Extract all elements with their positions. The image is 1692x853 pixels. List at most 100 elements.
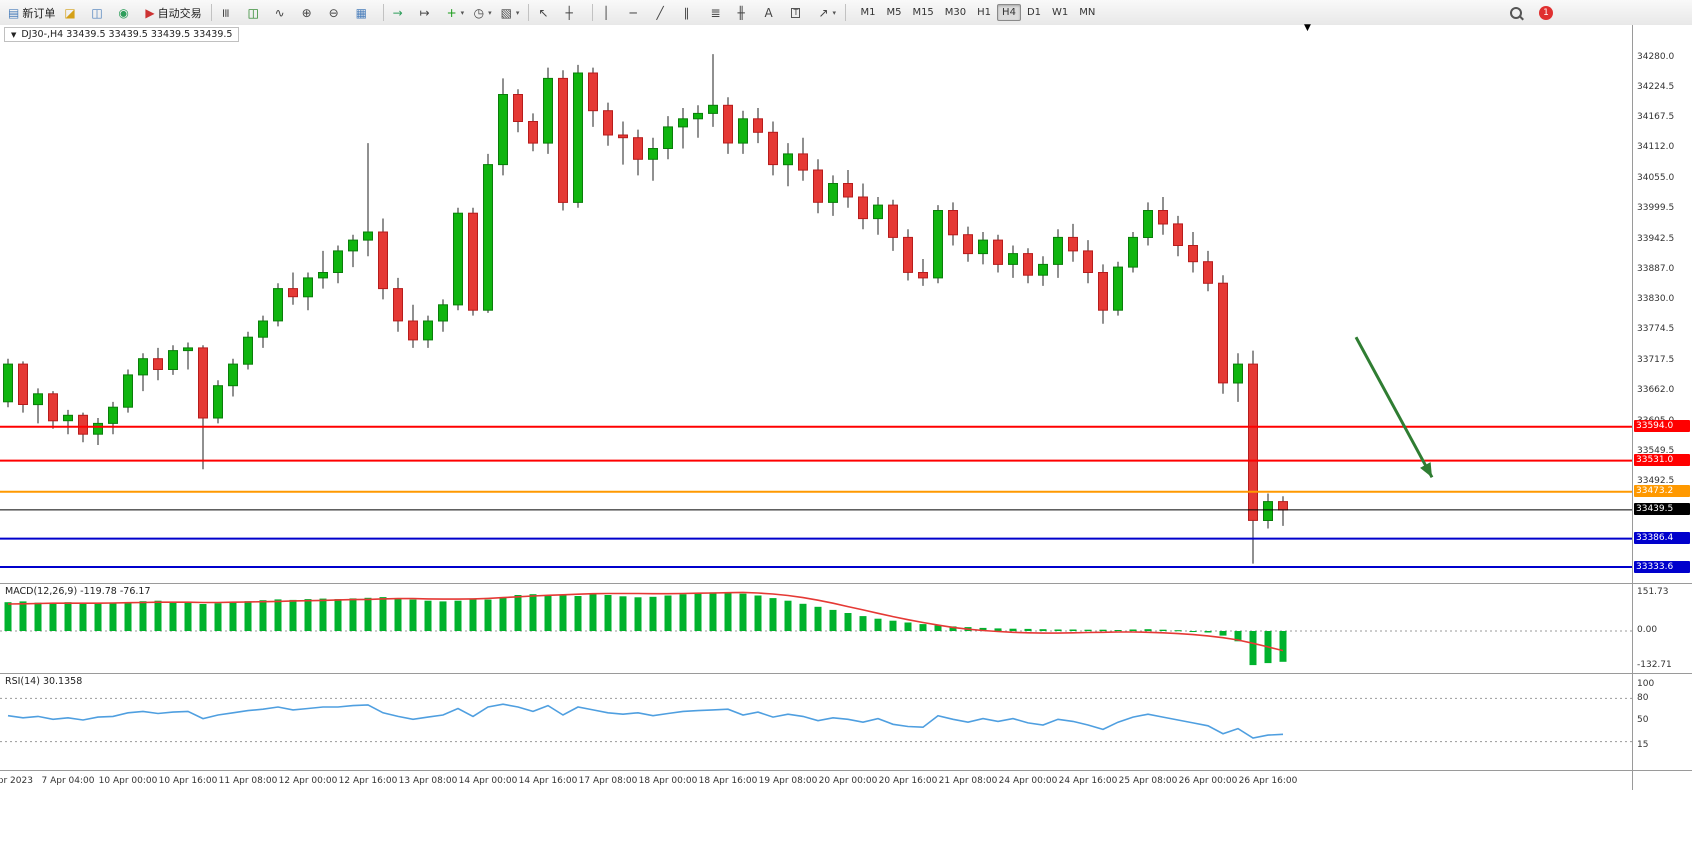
text-button[interactable]: A: [760, 2, 786, 24]
candle-body: [183, 347, 193, 352]
line-chart-mode-button[interactable]: ∿: [271, 2, 297, 24]
price-axis[interactable]: 34280.0 34224.5 34167.5 34112.0 34055.0 33999…: [1633, 25, 1692, 853]
horizontal-line-button[interactable]: ─: [625, 2, 651, 24]
macd-histogram-bar: [4, 602, 12, 631]
toolbar: ▤ 新订单 ◪ ◫ ◉ ▶ 自动交易 ≡ ◫ ∿ ⊕ ⊖ ▦ → ↦ + ▾ ◷ ▾ ▧ ▾ ↖ ┼ │ ─ ╱ ∥ ≣ ╫ A T ↗ ▾ M1…: [0, 0, 1692, 26]
chart-shift-marker[interactable]: ▼: [1304, 23, 1311, 33]
macd-histogram-bar: [64, 602, 72, 631]
candle-body: [198, 347, 208, 419]
rsi-label: RSI(14) 30.1358: [5, 676, 83, 687]
candle-body: [843, 183, 853, 198]
timeframe-h1-button[interactable]: H1: [977, 7, 992, 18]
line-chart-mode-icon: ∿: [274, 5, 285, 20]
macd-panel[interactable]: MACD(12,26,9) -119.78 -76.17: [0, 584, 1632, 673]
market-watch-button[interactable]: ◉: [114, 2, 140, 24]
bar-chart-mode-button[interactable]: ≡: [217, 2, 243, 24]
toolbar-separator: [528, 4, 530, 21]
macd-histogram-bar: [1039, 629, 1047, 631]
macd-histogram-bar: [364, 597, 372, 631]
price-axis-label: 33999.5: [1637, 203, 1675, 214]
timeframe-w1-button[interactable]: W1: [1052, 7, 1069, 18]
macd-histogram-bar: [154, 600, 162, 631]
macd-histogram-bar: [79, 602, 87, 631]
candle-body: [813, 169, 823, 203]
macd-histogram-bar: [574, 596, 582, 631]
notification-badge[interactable]: 1: [1539, 5, 1553, 20]
autotrading-button[interactable]: ▶ 自动交易: [141, 2, 205, 24]
new-chart-button[interactable]: ◪: [60, 2, 86, 24]
new-order-button[interactable]: ▤ 新订单: [4, 2, 59, 24]
trendline-button[interactable]: ╱: [652, 2, 678, 24]
candle-body: [1098, 272, 1108, 311]
auto-scroll-button[interactable]: →: [389, 2, 415, 24]
cursor-button[interactable]: ↖: [534, 2, 560, 24]
timeframe-m5-button[interactable]: M5: [886, 7, 902, 18]
timeframe-d1-button[interactable]: D1: [1026, 7, 1041, 18]
candle-body: [468, 212, 478, 311]
fibonacci-button[interactable]: ≣: [706, 2, 732, 24]
macd-histogram-bar: [1054, 629, 1062, 631]
periods-button[interactable]: ◷ ▾: [470, 2, 496, 24]
zoom-out-icon: ⊖: [328, 5, 339, 20]
support-line-upper-price-tag: 33386.4: [1634, 532, 1690, 545]
templates-button[interactable]: ▧ ▾: [497, 2, 524, 24]
profiles-button[interactable]: ◫: [87, 2, 113, 24]
chart-window[interactable]: ▼ DJ30-,H4 33439.5 33439.5 33439.5 33439…: [0, 23, 1692, 853]
candle-body: [708, 104, 718, 114]
price-axis-label: 33830.0: [1637, 294, 1675, 305]
candle-body: [588, 72, 598, 112]
candle-body: [1038, 263, 1048, 276]
candlestick-chart[interactable]: [0, 25, 1632, 583]
zoom-in-button[interactable]: ⊕: [298, 2, 324, 24]
panel-separator[interactable]: [0, 583, 1692, 584]
rsi-panel[interactable]: RSI(14) 30.1358: [0, 674, 1632, 769]
candle-body: [888, 204, 898, 238]
candle-body: [678, 118, 688, 128]
chart-shift-button[interactable]: ↦: [416, 2, 442, 24]
candle-body: [258, 320, 268, 338]
macd-histogram-bar: [1144, 629, 1152, 631]
vertical-line-button[interactable]: │: [598, 2, 624, 24]
macd-histogram-bar: [379, 597, 387, 631]
fibonacci-icon: ≣: [710, 5, 721, 20]
price-axis-label: 33942.5: [1637, 233, 1675, 244]
macd-histogram-bar: [514, 595, 522, 631]
zoom-out-button[interactable]: ⊖: [325, 2, 351, 24]
chart-ohlc-label[interactable]: ▼ DJ30-,H4 33439.5 33439.5 33439.5 33439…: [4, 27, 240, 42]
candle-body: [393, 288, 403, 322]
timeframe-h4-button[interactable]: H4: [997, 4, 1021, 21]
cycle-lines-button[interactable]: ╫: [733, 2, 759, 24]
price-chart-panel[interactable]: ▼ DJ30-,H4 33439.5 33439.5 33439.5 33439…: [0, 23, 1632, 583]
crosshair-button[interactable]: ┼: [561, 2, 587, 24]
timeframe-m1-button[interactable]: M1: [860, 7, 876, 18]
time-axis-label: 19 Apr 08:00: [758, 776, 818, 786]
candle-body: [963, 234, 973, 255]
candle-body: [1218, 282, 1228, 384]
candle-body: [168, 350, 178, 371]
indicators-button[interactable]: + ▾: [443, 2, 469, 24]
candlestick-mode-button[interactable]: ◫: [244, 2, 270, 24]
candle-body: [288, 288, 298, 298]
timeframe-mn-button[interactable]: MN: [1079, 7, 1096, 18]
timeframe-m30-button[interactable]: M30: [944, 7, 967, 18]
tile-windows-button[interactable]: ▦: [352, 2, 378, 24]
text-icon: A: [764, 5, 773, 20]
search-button[interactable]: [1506, 2, 1532, 24]
time-axis-label: 14 Apr 00:00: [458, 776, 518, 786]
macd-axis-label: 151.73: [1637, 587, 1669, 597]
candle-body: [483, 164, 493, 311]
timeframe-m15-button[interactable]: M15: [912, 7, 934, 18]
macd-histogram-bar: [874, 618, 882, 631]
trend-arrow[interactable]: [1354, 336, 1434, 479]
candle-body: [1008, 253, 1018, 265]
candle-body: [693, 112, 703, 120]
text-label-button[interactable]: T: [787, 2, 813, 24]
panel-separator[interactable]: [0, 673, 1692, 674]
arrows-button[interactable]: ↗ ▾: [814, 2, 840, 24]
profiles-icon: ◫: [91, 5, 103, 20]
time-axis-label: 11 Apr 08:00: [218, 776, 278, 786]
equidistant-channel-button[interactable]: ∥: [679, 2, 705, 24]
time-axis-label: 14 Apr 16:00: [518, 776, 578, 786]
